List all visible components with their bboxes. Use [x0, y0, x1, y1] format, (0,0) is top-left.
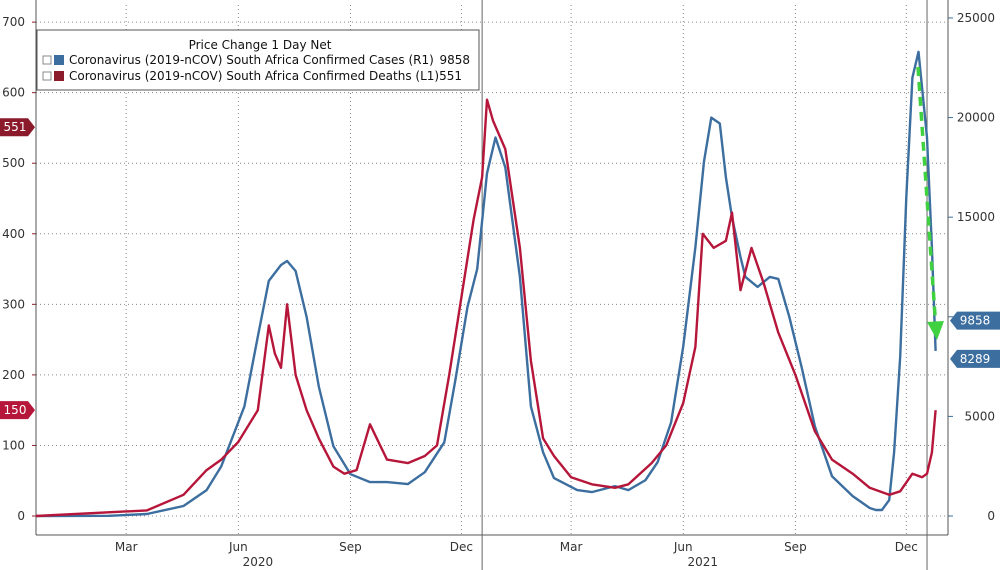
right-tick-label: 20000: [957, 111, 995, 125]
right-tick-label: 5000: [964, 409, 995, 423]
legend-swatch-cases: [54, 55, 64, 65]
value-markers: 551 150 9858 8289: [0, 118, 1000, 420]
left-tick-label: 300: [2, 297, 25, 311]
right-value-tag-label: 9858: [960, 314, 991, 328]
legend-value-cases: 9858: [439, 53, 470, 67]
x-tick-label: Mar: [115, 540, 138, 554]
legend-entry-deaths[interactable]: Coronavirus (2019-nCOV) South Africa Con…: [42, 69, 462, 83]
x-tick-label: Sep: [339, 540, 362, 554]
left-tick-label: 400: [2, 227, 25, 241]
legend-expand-icon[interactable]: [42, 55, 52, 65]
x-tick-label: Mar: [560, 540, 583, 554]
left-tick-label: 200: [2, 368, 25, 382]
left-value-tag-label: 150: [4, 403, 27, 417]
left-value-tag-label: 551: [4, 120, 27, 134]
left-value-tag: [0, 118, 35, 137]
legend-box: [36, 29, 480, 91]
left-tick-label: 500: [2, 156, 25, 170]
right-value-tag: [950, 311, 1000, 330]
trend-arrow-head: [927, 321, 944, 340]
series-lines: [35, 50, 937, 518]
legend-label-cases: Coronavirus (2019-nCOV) South Africa Con…: [69, 53, 434, 67]
legend-value-deaths: 551: [439, 69, 462, 83]
x-tick-label: Sep: [784, 540, 807, 554]
left-tick-label: 0: [17, 509, 25, 523]
left-tick-label: 600: [2, 86, 25, 100]
right-value-tag: [950, 349, 1000, 368]
x-tick-label: Dec: [450, 540, 473, 554]
left-tick-label: 700: [2, 15, 25, 29]
deaths-line: [35, 98, 937, 518]
x-tick-label: Jun: [228, 540, 248, 554]
legend: Price Change 1 Day Net Coronavirus (2019…: [36, 29, 480, 91]
grid-lines: [36, 5, 948, 535]
legend-entry-cases[interactable]: Coronavirus (2019-nCOV) South Africa Con…: [42, 53, 470, 67]
legend-label-deaths: Coronavirus (2019-nCOV) South Africa Con…: [69, 69, 439, 83]
cases-line: [35, 50, 937, 518]
x-tick-label: Dec: [895, 540, 918, 554]
legend-expand-icon[interactable]: [42, 71, 52, 81]
left-value-tag: [0, 401, 35, 420]
legend-title: Price Change 1 Day Net: [189, 38, 332, 52]
right-tick-label: 0: [987, 509, 995, 523]
annotations: [916, 66, 944, 340]
x-year-label: 2020: [243, 555, 274, 569]
right-value-tag-label: 8289: [960, 352, 991, 366]
x-tick-label: Jun: [673, 540, 693, 554]
right-tick-label: 15000: [957, 210, 995, 224]
x-year-label: 2021: [687, 555, 718, 569]
right-tick-label: 25000: [957, 11, 995, 25]
legend-swatch-deaths: [54, 71, 64, 81]
left-tick-label: 100: [2, 438, 25, 452]
